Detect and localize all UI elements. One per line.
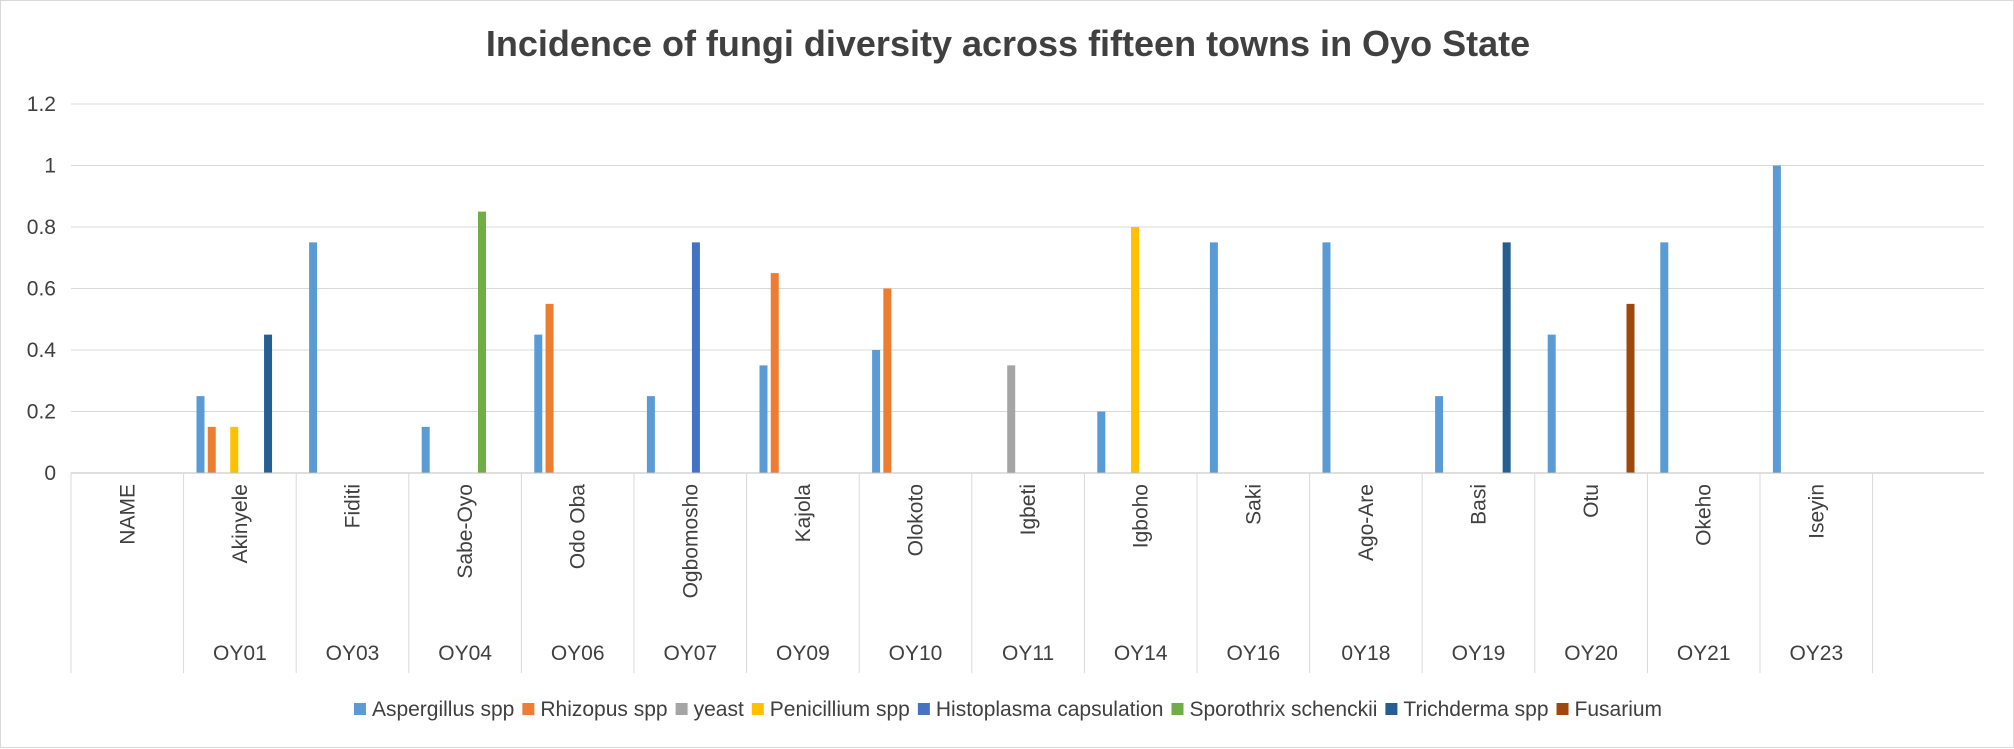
legend-label: Histoplasma capsulation xyxy=(936,698,1164,721)
legend-swatch xyxy=(751,703,764,715)
bar xyxy=(1626,303,1635,473)
legend-label: yeast xyxy=(694,698,744,721)
bar xyxy=(309,242,318,473)
y-tick-label: 0.8 xyxy=(27,216,56,239)
legend-swatch xyxy=(1171,703,1184,715)
category-label: Igboho xyxy=(1130,484,1153,548)
y-axis-ticks: 0 0.2 0.4 0.6 0.8 1 1.2 xyxy=(27,93,57,485)
legend-swatch xyxy=(1385,703,1398,715)
category-label: Ogbomosho xyxy=(679,484,702,598)
category-label: Sabe-Oyo xyxy=(454,484,477,579)
bar xyxy=(1547,334,1556,473)
legend-item: yeast xyxy=(675,698,744,721)
category-code-label: 0Y18 xyxy=(1341,642,1390,665)
bar xyxy=(1660,242,1669,473)
y-tick-label: 0.2 xyxy=(27,401,56,424)
y-tick-label: 0.6 xyxy=(27,278,56,301)
legend-label: Rhizopus spp xyxy=(540,698,667,721)
legend-item: Fusarium xyxy=(1556,698,1663,721)
legend-swatch xyxy=(1556,703,1569,715)
legend-swatch xyxy=(917,703,930,715)
category-label: Ago-Are xyxy=(1355,484,1378,561)
bar xyxy=(1007,365,1016,473)
legend-label: Sporothrix schenckii xyxy=(1189,698,1377,721)
category-code-label: OY04 xyxy=(438,642,492,665)
category-code-label: OY07 xyxy=(663,642,717,665)
legend-item: Trichderma spp xyxy=(1385,698,1549,721)
bar xyxy=(207,426,216,473)
legend-item: Penicillium spp xyxy=(751,698,910,721)
bar xyxy=(883,288,892,473)
bar xyxy=(646,396,655,473)
legend-swatch xyxy=(353,703,366,715)
category-label: Kajola xyxy=(792,484,815,543)
category-code-label: OY03 xyxy=(326,642,380,665)
bar xyxy=(534,334,543,473)
bars xyxy=(196,165,1781,473)
legend: Aspergillus spp Rhizopus spp yeast Penicill… xyxy=(353,698,1663,721)
chart-title: Incidence of fungi diversity across fift… xyxy=(486,23,1530,64)
category-label: Basi xyxy=(1468,484,1491,525)
category-code-label: OY20 xyxy=(1564,642,1618,665)
category-code-label: OY06 xyxy=(551,642,605,665)
category-code-label: OY10 xyxy=(889,642,943,665)
category-code-label: OY09 xyxy=(776,642,830,665)
legend-swatch xyxy=(675,703,688,715)
y-tick-label: 0.4 xyxy=(27,339,57,362)
legend-item: Histoplasma capsulation xyxy=(917,698,1164,721)
category-label: Otu xyxy=(1580,484,1603,518)
legend-item: Aspergillus spp xyxy=(353,698,514,721)
bar xyxy=(1772,165,1781,473)
bar xyxy=(196,396,205,473)
bar xyxy=(1209,242,1218,473)
bar xyxy=(1322,242,1331,473)
bar xyxy=(421,426,430,473)
y-tick-label: 0 xyxy=(44,462,56,485)
legend-swatch xyxy=(522,703,535,715)
bar xyxy=(230,426,239,473)
category-label: Odo Oba xyxy=(567,484,590,570)
gridlines xyxy=(71,103,1984,412)
bar xyxy=(1131,227,1140,473)
bar xyxy=(1502,242,1511,473)
category-code-label: OY14 xyxy=(1114,642,1168,665)
category-code-label: OY19 xyxy=(1452,642,1506,665)
category-axis: NAME Akinyele OY01 Fiditi OY03 Sabe-Oyo OY04 Od… xyxy=(70,472,1984,673)
legend-label: Trichderma spp xyxy=(1403,698,1548,721)
bar xyxy=(477,211,486,473)
category-label: Olokoto xyxy=(905,484,928,556)
bar xyxy=(759,365,768,473)
category-label: Iseyin xyxy=(1805,484,1828,539)
category-code-label: OY23 xyxy=(1789,642,1843,665)
category-label: Akinyele xyxy=(229,484,252,563)
category-label: Saki xyxy=(1242,484,1265,525)
y-tick-label: 1.2 xyxy=(27,93,56,116)
category-code-label: OY16 xyxy=(1226,642,1280,665)
category-label: Igbeti xyxy=(1017,484,1040,535)
bar xyxy=(1097,411,1106,473)
legend-label: Penicillium spp xyxy=(770,698,910,721)
bar xyxy=(264,334,273,473)
bar xyxy=(770,273,779,473)
bar xyxy=(1435,396,1444,473)
category-code-label: OY21 xyxy=(1677,642,1731,665)
category-label: Fiditi xyxy=(342,484,365,528)
bar xyxy=(872,350,881,473)
y-tick-label: 1 xyxy=(44,155,56,178)
category-label: NAME xyxy=(116,484,139,545)
category-code-label: OY01 xyxy=(213,642,267,665)
bar xyxy=(545,303,554,473)
legend-item: Sporothrix schenckii xyxy=(1171,698,1377,721)
category-code-label: OY11 xyxy=(1002,642,1054,665)
legend-item: Rhizopus spp xyxy=(522,698,668,721)
category-label: Okeho xyxy=(1693,484,1716,546)
legend-label: Aspergillus spp xyxy=(372,698,514,721)
bar xyxy=(691,242,700,473)
legend-label: Fusarium xyxy=(1575,698,1663,721)
